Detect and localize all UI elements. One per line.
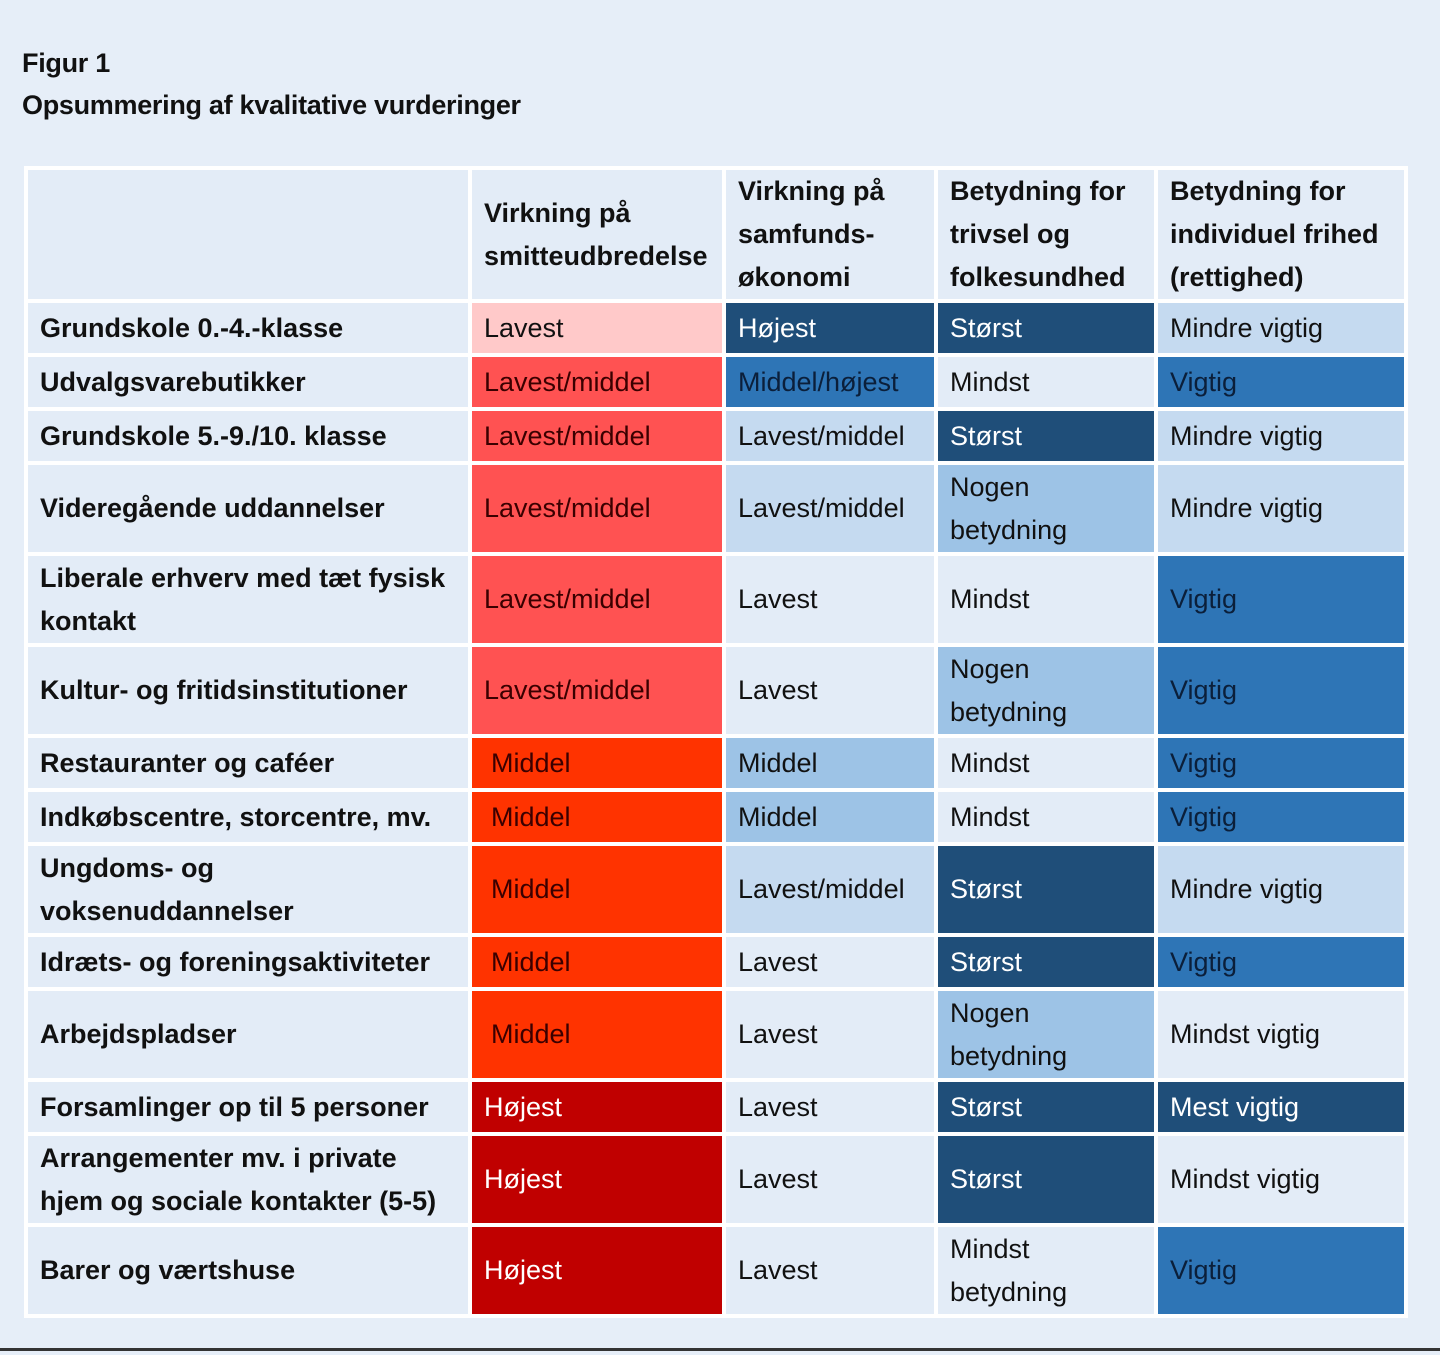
cell-samfundsokonomi: Lavest bbox=[726, 991, 934, 1078]
cell-trivsel-folkesundhed: Mindst betydning bbox=[938, 1227, 1154, 1314]
cell-trivsel-folkesundhed: Mindst bbox=[938, 792, 1154, 842]
cell-smitteudbredelse: Middel bbox=[472, 846, 722, 933]
row-label: Udvalgsvarebutikker bbox=[28, 357, 468, 407]
row-label: Kultur- og fritidsinstitutioner bbox=[28, 647, 468, 734]
cell-samfundsokonomi: Middel bbox=[726, 738, 934, 788]
cell-samfundsokonomi: Lavest bbox=[726, 1082, 934, 1132]
table-row: Arrangementer mv. i private hjem og soci… bbox=[28, 1136, 1404, 1223]
cell-smitteudbredelse: Lavest/middel bbox=[472, 647, 722, 734]
cell-samfundsokonomi: Middel/højest bbox=[726, 357, 934, 407]
cell-trivsel-folkesundhed: Størst bbox=[938, 1136, 1154, 1223]
table-row: Restauranter og caféer Middel Middel Mindst… bbox=[28, 738, 1404, 788]
header-row: Virkning på smitteudbredelse Virkning på… bbox=[28, 170, 1404, 299]
row-label: Videregående uddannelser bbox=[28, 465, 468, 552]
cell-individuel-frihed: Mindst vigtig bbox=[1158, 991, 1404, 1078]
table-row: Udvalgsvarebutikker Lavest/middel Middel/h… bbox=[28, 357, 1404, 407]
cell-smitteudbredelse: Middel bbox=[472, 792, 722, 842]
cell-smitteudbredelse: Højest bbox=[472, 1136, 722, 1223]
cell-trivsel-folkesundhed: Nogen betydning bbox=[938, 647, 1154, 734]
cell-samfundsokonomi: Lavest/middel bbox=[726, 411, 934, 461]
cell-smitteudbredelse: Middel bbox=[472, 991, 722, 1078]
row-label: Arrangementer mv. i private hjem og soci… bbox=[28, 1136, 468, 1223]
cell-samfundsokonomi: Lavest bbox=[726, 1227, 934, 1314]
cell-samfundsokonomi: Lavest/middel bbox=[726, 465, 934, 552]
table-row: Kultur- og fritidsinstitutioner Lavest/mi… bbox=[28, 647, 1404, 734]
cell-individuel-frihed: Vigtig bbox=[1158, 647, 1404, 734]
cell-smitteudbredelse: Højest bbox=[472, 1082, 722, 1132]
row-label: Grundskole 5.-9./10. klasse bbox=[28, 411, 468, 461]
cell-samfundsokonomi: Lavest bbox=[726, 1136, 934, 1223]
table-row: Barer og værtshuse Højest Lavest Mindst bet… bbox=[28, 1227, 1404, 1314]
cell-individuel-frihed: Vigtig bbox=[1158, 937, 1404, 987]
cell-trivsel-folkesundhed: Nogen betydning bbox=[938, 991, 1154, 1078]
figure-title: Opsummering af kvalitative vurderinger bbox=[22, 90, 521, 120]
row-label: Restauranter og caféer bbox=[28, 738, 468, 788]
cell-samfundsokonomi: Lavest bbox=[726, 647, 934, 734]
table-row: Liberale erhverv med tæt fysisk kontakt L… bbox=[28, 556, 1404, 643]
cell-samfundsokonomi: Lavest bbox=[726, 937, 934, 987]
cell-individuel-frihed: Vigtig bbox=[1158, 738, 1404, 788]
cell-trivsel-folkesundhed: Størst bbox=[938, 1082, 1154, 1132]
table-row: Ungdoms- og voksenuddannelser Middel Laves… bbox=[28, 846, 1404, 933]
cell-smitteudbredelse: Lavest/middel bbox=[472, 556, 722, 643]
row-label: Barer og værtshuse bbox=[28, 1227, 468, 1314]
row-label: Ungdoms- og voksenuddannelser bbox=[28, 846, 468, 933]
cell-smitteudbredelse: Middel bbox=[472, 738, 722, 788]
cell-samfundsokonomi: Middel bbox=[726, 792, 934, 842]
table-row: Videregående uddannelser Lavest/middel Lav… bbox=[28, 465, 1404, 552]
table-row: Grundskole 0.-4.-klasse Lavest Højest Størs… bbox=[28, 303, 1404, 353]
cell-smitteudbredelse: Middel bbox=[472, 937, 722, 987]
cell-individuel-frihed: Vigtig bbox=[1158, 792, 1404, 842]
cell-samfundsokonomi: Lavest bbox=[726, 556, 934, 643]
header-corner bbox=[28, 170, 468, 299]
table-row: Arbejdspladser Middel Lavest Nogen betydnin… bbox=[28, 991, 1404, 1078]
cell-individuel-frihed: Mindre vigtig bbox=[1158, 411, 1404, 461]
row-label: Arbejdspladser bbox=[28, 991, 468, 1078]
cell-trivsel-folkesundhed: Størst bbox=[938, 411, 1154, 461]
cell-smitteudbredelse: Lavest bbox=[472, 303, 722, 353]
header-trivsel-folkesundhed: Betydning for trivsel og folkesundhed bbox=[938, 170, 1154, 299]
cell-individuel-frihed: Mindre vigtig bbox=[1158, 303, 1404, 353]
table-row: Forsamlinger op til 5 personer Højest Lave… bbox=[28, 1082, 1404, 1132]
row-label: Idræts- og foreningsaktiviteter bbox=[28, 937, 468, 987]
cell-trivsel-folkesundhed: Størst bbox=[938, 937, 1154, 987]
row-label: Grundskole 0.-4.-klasse bbox=[28, 303, 468, 353]
header-individuel-frihed: Betydning for individuel frihed (rettigh… bbox=[1158, 170, 1404, 299]
row-label: Forsamlinger op til 5 personer bbox=[28, 1082, 468, 1132]
cell-individuel-frihed: Mindre vigtig bbox=[1158, 465, 1404, 552]
cell-individuel-frihed: Vigtig bbox=[1158, 1227, 1404, 1314]
row-label: Liberale erhverv med tæt fysisk kontakt bbox=[28, 556, 468, 643]
cell-smitteudbredelse: Lavest/middel bbox=[472, 411, 722, 461]
cell-samfundsokonomi: Højest bbox=[726, 303, 934, 353]
cell-smitteudbredelse: Lavest/middel bbox=[472, 465, 722, 552]
cell-individuel-frihed: Mest vigtig bbox=[1158, 1082, 1404, 1132]
table-row: Idræts- og foreningsaktiviteter Middel Lav… bbox=[28, 937, 1404, 987]
header-smitteudbredelse: Virkning på smitteudbredelse bbox=[472, 170, 722, 299]
cell-samfundsokonomi: Lavest/middel bbox=[726, 846, 934, 933]
bottom-rule bbox=[0, 1348, 1440, 1351]
cell-trivsel-folkesundhed: Nogen betydning bbox=[938, 465, 1154, 552]
header-samfundsokonomi: Virkning på samfunds-økonomi bbox=[726, 170, 934, 299]
cell-smitteudbredelse: Lavest/middel bbox=[472, 357, 722, 407]
cell-individuel-frihed: Vigtig bbox=[1158, 357, 1404, 407]
cell-individuel-frihed: Mindst vigtig bbox=[1158, 1136, 1404, 1223]
cell-individuel-frihed: Mindre vigtig bbox=[1158, 846, 1404, 933]
table-row: Indkøbscentre, storcentre, mv. Middel Midd… bbox=[28, 792, 1404, 842]
cell-trivsel-folkesundhed: Størst bbox=[938, 846, 1154, 933]
row-label: Indkøbscentre, storcentre, mv. bbox=[28, 792, 468, 842]
cell-individuel-frihed: Vigtig bbox=[1158, 556, 1404, 643]
cell-trivsel-folkesundhed: Størst bbox=[938, 303, 1154, 353]
cell-trivsel-folkesundhed: Mindst bbox=[938, 556, 1154, 643]
assessment-table: Virkning på smitteudbredelse Virkning på… bbox=[24, 166, 1408, 1318]
cell-trivsel-folkesundhed: Mindst bbox=[938, 738, 1154, 788]
figure-label: Figur 1 bbox=[22, 48, 110, 78]
cell-trivsel-folkesundhed: Mindst bbox=[938, 357, 1154, 407]
cell-smitteudbredelse: Højest bbox=[472, 1227, 722, 1314]
table-row: Grundskole 5.-9./10. klasse Lavest/middel… bbox=[28, 411, 1404, 461]
